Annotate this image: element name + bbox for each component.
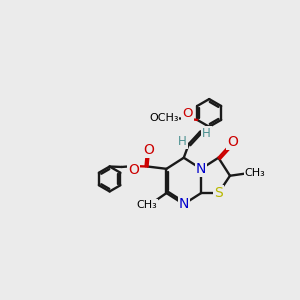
Text: O: O	[128, 163, 139, 177]
Text: CH₃: CH₃	[244, 168, 265, 178]
Text: OCH₃: OCH₃	[149, 112, 179, 122]
Text: CH₃: CH₃	[136, 200, 157, 210]
Text: N: N	[196, 162, 206, 176]
Text: S: S	[214, 186, 223, 200]
Text: O: O	[227, 135, 238, 149]
Text: O: O	[143, 143, 154, 157]
Text: H: H	[202, 127, 211, 140]
Text: H: H	[178, 135, 187, 148]
Text: O: O	[182, 107, 193, 120]
Text: N: N	[178, 197, 189, 211]
